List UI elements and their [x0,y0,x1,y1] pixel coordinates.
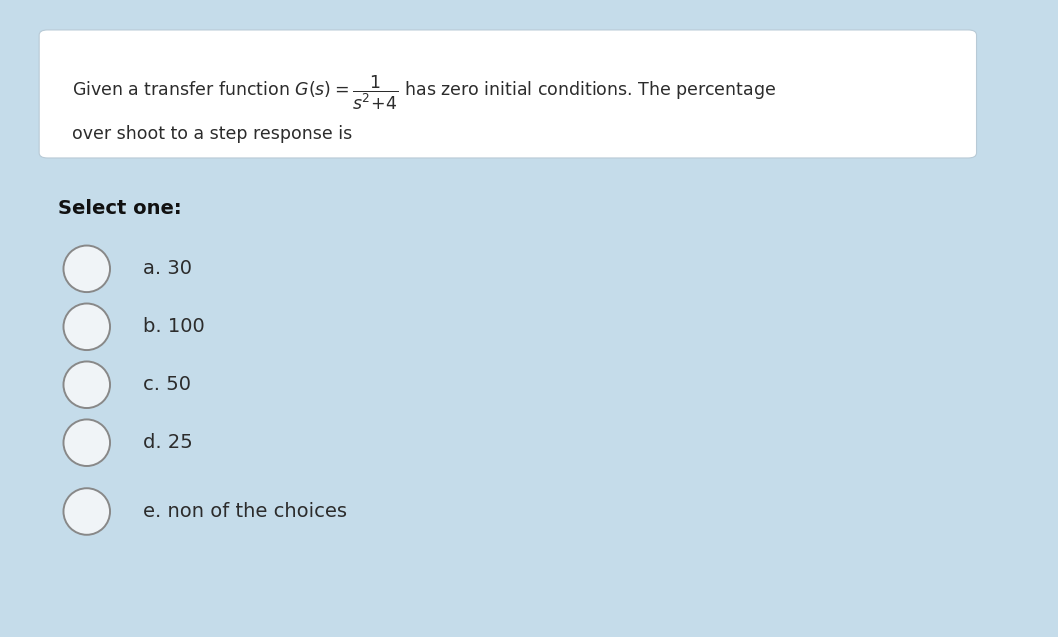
Text: d. 25: d. 25 [143,433,193,452]
Ellipse shape [63,245,110,292]
Ellipse shape [63,303,110,350]
Text: a. 30: a. 30 [143,259,191,278]
FancyBboxPatch shape [39,30,977,158]
Text: e. non of the choices: e. non of the choices [143,502,347,521]
Text: Select one:: Select one: [58,199,182,218]
Text: c. 50: c. 50 [143,375,190,394]
Text: Given a transfer function $G(s) = \dfrac{1}{s^2\!+\!4}$ has zero initial conditi: Given a transfer function $G(s) = \dfrac… [72,73,776,111]
Ellipse shape [63,419,110,466]
Text: over shoot to a step response is: over shoot to a step response is [72,125,352,143]
Text: b. 100: b. 100 [143,317,204,336]
Ellipse shape [63,488,110,535]
Ellipse shape [63,361,110,408]
